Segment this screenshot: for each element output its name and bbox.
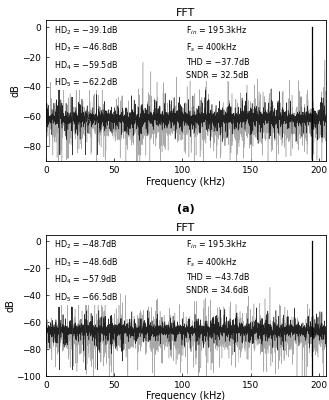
X-axis label: Frequency (kHz): Frequency (kHz) bbox=[146, 176, 225, 186]
Y-axis label: dB: dB bbox=[11, 84, 21, 97]
Text: (a): (a) bbox=[177, 204, 195, 214]
Text: HD$_2$ = −39.1dB
HD$_3$ = −46.8dB
HD$_4$ = −59.5dB
HD$_5$ = −62.2dB: HD$_2$ = −39.1dB HD$_3$ = −46.8dB HD$_4$… bbox=[55, 24, 119, 89]
Title: FFT: FFT bbox=[176, 222, 195, 232]
X-axis label: Frequency (kHz): Frequency (kHz) bbox=[146, 391, 225, 400]
Text: F$_{in}$ = 195.3kHz
F$_s$ = 400kHz
THD = −37.7dB
SNDR = 32.5dB: F$_{in}$ = 195.3kHz F$_s$ = 400kHz THD =… bbox=[186, 24, 249, 80]
Text: HD$_2$ = −48.7dB
HD$_3$ = −48.6dB
HD$_4$ = −57.9dB
HD$_5$ = −66.5dB: HD$_2$ = −48.7dB HD$_3$ = −48.6dB HD$_4$… bbox=[55, 239, 119, 304]
Title: FFT: FFT bbox=[176, 8, 195, 18]
Y-axis label: dB: dB bbox=[5, 299, 15, 312]
Text: F$_{in}$ = 195.3kHz
F$_s$ = 400kHz
THD = −43.7dB
SNDR = 34.6dB: F$_{in}$ = 195.3kHz F$_s$ = 400kHz THD =… bbox=[186, 239, 249, 295]
